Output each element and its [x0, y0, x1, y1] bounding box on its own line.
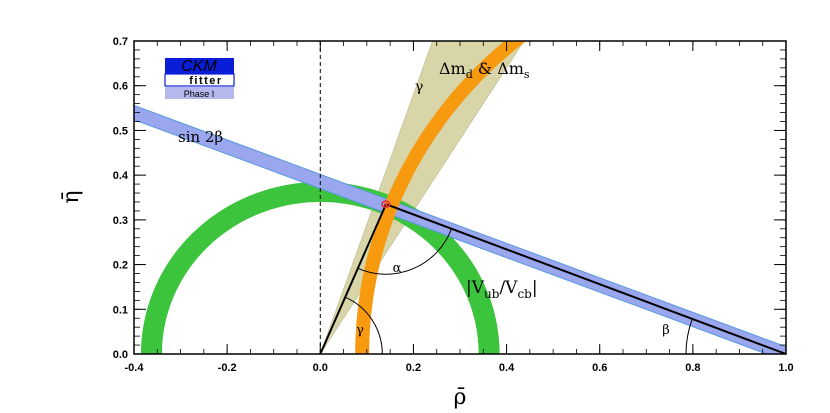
y-axis-title: η̄	[59, 190, 84, 203]
label-gamma-angle: γ	[356, 323, 364, 338]
label-delta-m: Δmd & Δms	[439, 59, 530, 81]
logo-title: CKM	[181, 58, 217, 75]
x-axis-title: ρ̄	[454, 385, 467, 410]
constraint-bands	[134, 41, 786, 354]
logo-tag: Phase I	[184, 89, 215, 99]
label-vub-vcb: |Vub/Vcb|	[466, 278, 538, 301]
x-tick-label: 0.4	[499, 362, 515, 374]
label-alpha: α	[393, 261, 402, 276]
logo-box-top	[165, 58, 234, 74]
logo-subtitle: fitter	[189, 75, 222, 87]
y-tick-label: 0.1	[113, 304, 128, 316]
overlays	[319, 41, 787, 355]
label-beta: β	[662, 323, 670, 338]
vub-vcb-band	[141, 181, 500, 354]
logo-tag-box	[165, 87, 234, 99]
apex-center	[384, 202, 388, 206]
delta-m-band	[355, 41, 527, 354]
alpha-arc	[357, 228, 452, 275]
y-tick-label: 0.0	[113, 349, 128, 361]
x-tick-label: 0.8	[685, 362, 700, 374]
gamma-arc	[344, 296, 383, 355]
y-tick-label: 0.4	[113, 170, 129, 182]
x-tick-label: 0.0	[313, 362, 328, 374]
y-tick-label: 0.2	[113, 260, 128, 272]
sin2beta-band	[134, 104, 786, 354]
x-tick-label: 0.6	[592, 362, 607, 374]
x-tick-label: 0.2	[406, 362, 421, 374]
label-sin2beta: sin 2β	[178, 128, 223, 146]
y-tick-label: 0.7	[113, 36, 128, 48]
logo-box-bottom	[164, 73, 235, 87]
y-tick-label: 0.6	[113, 81, 128, 93]
x-tick-label: 1.0	[778, 362, 793, 374]
beta-arc	[685, 318, 693, 355]
x-tick-label: -0.2	[218, 362, 237, 374]
x-tick-label: -0.4	[125, 362, 145, 374]
y-tick-label: 0.3	[113, 215, 128, 227]
label-gamma-band: γ	[415, 79, 423, 95]
apex-marker	[381, 200, 391, 209]
y-tick-label: 0.5	[113, 125, 128, 137]
axis-ticks: -0.4 -0.2 0.0 0.2 0.4 0.6 0.8 1.0 0.0 0.1 0.2 0.3 0.…	[113, 36, 794, 374]
